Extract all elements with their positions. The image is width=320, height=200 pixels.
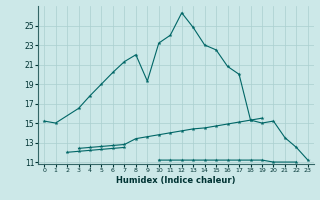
- X-axis label: Humidex (Indice chaleur): Humidex (Indice chaleur): [116, 176, 236, 185]
